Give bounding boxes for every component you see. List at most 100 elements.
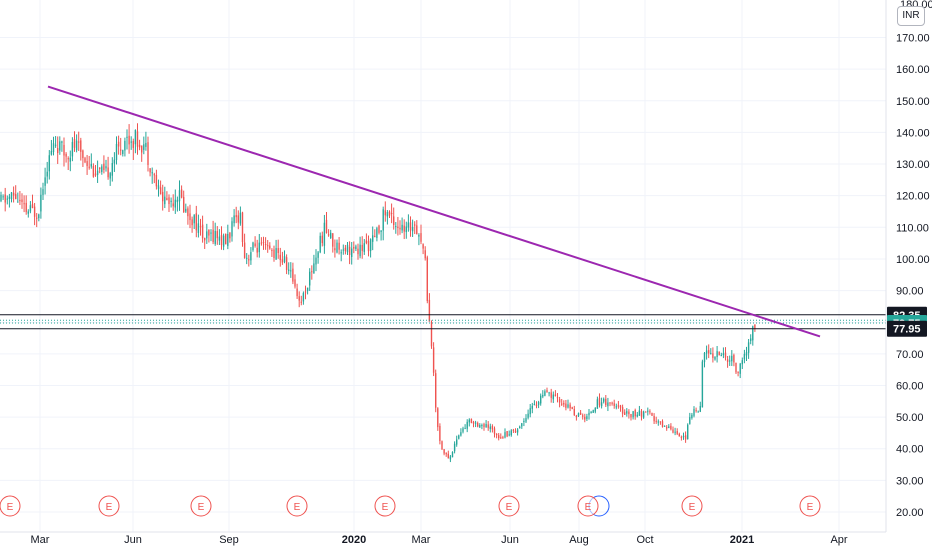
currency-badge[interactable]: INR [897, 6, 925, 26]
trendline[interactable] [47, 85, 821, 338]
candle-body [363, 243, 365, 252]
candle-body [17, 201, 19, 203]
candle-body [626, 411, 628, 414]
price-tick-label: 150.00 [896, 96, 930, 108]
candle-body [25, 202, 27, 212]
earnings-marker[interactable] [190, 495, 212, 517]
candle-body [42, 189, 44, 195]
candle-body [409, 222, 412, 231]
candle-body [134, 129, 137, 145]
candle-body [120, 149, 122, 151]
candle-body [661, 421, 664, 427]
candle-body [374, 235, 376, 238]
candle-body [239, 212, 242, 224]
candle-body [69, 157, 71, 162]
candle-body [678, 433, 680, 437]
candle-body [336, 242, 338, 253]
earnings-marker[interactable] [799, 495, 821, 517]
candle-body [208, 229, 210, 236]
candle-body [378, 225, 380, 233]
candle-body [548, 392, 550, 394]
candle-body [348, 246, 351, 255]
candle-body [138, 144, 141, 148]
candle-body [344, 247, 347, 252]
candle-body [582, 415, 584, 417]
candle-body [607, 402, 609, 407]
price-tick-label: 140.00 [896, 127, 930, 139]
candle-body [225, 233, 227, 245]
candle-body [477, 423, 479, 427]
candle-body [21, 199, 23, 202]
earnings-marker[interactable] [286, 495, 308, 517]
earnings-marker[interactable] [681, 495, 703, 517]
candle-body [36, 217, 38, 219]
candle-body [533, 404, 536, 406]
candle-body [489, 426, 491, 429]
candle-body [613, 403, 615, 406]
time-axis[interactable]: Mar Jun Sep 2020 Mar Jun Aug Oct 2021 Apr [31, 534, 848, 546]
candle-body [596, 399, 599, 409]
candle-body [340, 252, 342, 254]
trendline-layer[interactable] [47, 85, 821, 338]
candle-body [113, 159, 116, 164]
earnings-marker[interactable] [374, 495, 396, 517]
candle-body [61, 141, 63, 143]
earnings-marker[interactable] [577, 495, 599, 517]
earnings-marker[interactable] [498, 495, 520, 517]
candle-body [237, 215, 239, 223]
candle-body [739, 363, 741, 374]
candle-body [101, 166, 103, 173]
candle-body [332, 233, 334, 247]
candle-body [617, 405, 620, 407]
candle-body [29, 205, 32, 212]
candle-body [109, 173, 111, 179]
candle-body [199, 226, 202, 228]
candle-body [315, 257, 317, 265]
candle-body [27, 211, 29, 214]
candle-body [382, 209, 384, 231]
candle-body [355, 246, 357, 249]
earnings-marker[interactable] [98, 495, 120, 517]
earnings-marker[interactable] [0, 495, 21, 517]
candle-body [300, 301, 302, 303]
candle-body [63, 144, 65, 156]
candle-body [214, 230, 216, 244]
candle-body [369, 239, 372, 252]
candle-body [464, 428, 466, 430]
candle-body [241, 212, 244, 243]
candle-body [680, 436, 683, 438]
candle-body [405, 226, 407, 233]
candle-body [535, 404, 538, 406]
candle-body [670, 425, 672, 430]
candle-body [105, 166, 107, 169]
candle-body [752, 326, 754, 341]
candle-body [472, 421, 475, 424]
candle-body [516, 429, 519, 433]
candle-body [145, 142, 147, 147]
candle-body [506, 431, 508, 437]
candle-body [445, 453, 447, 455]
candle-body [180, 189, 183, 198]
candle-body [495, 433, 498, 436]
horizontal-levels[interactable] [0, 314, 886, 330]
candle-body [447, 453, 449, 459]
candle-body [540, 395, 542, 404]
candle-body [493, 428, 496, 434]
candle-body [430, 322, 433, 347]
candle-body [246, 257, 248, 259]
candle-body [754, 324, 756, 330]
candle-body [531, 405, 533, 409]
candle-body [277, 248, 279, 253]
candle-body [258, 242, 260, 253]
candle-body [4, 194, 6, 203]
candle-body [487, 424, 489, 428]
candle-body [157, 185, 160, 189]
price-tick-label: 60.00 [896, 380, 924, 392]
candle-body [682, 436, 685, 438]
candle-body [573, 408, 575, 416]
candle-body [141, 145, 143, 153]
price-axis[interactable]: 20.0030.0040.0050.0060.0070.0080.0090.00… [896, 0, 932, 519]
candle-body [701, 361, 704, 408]
